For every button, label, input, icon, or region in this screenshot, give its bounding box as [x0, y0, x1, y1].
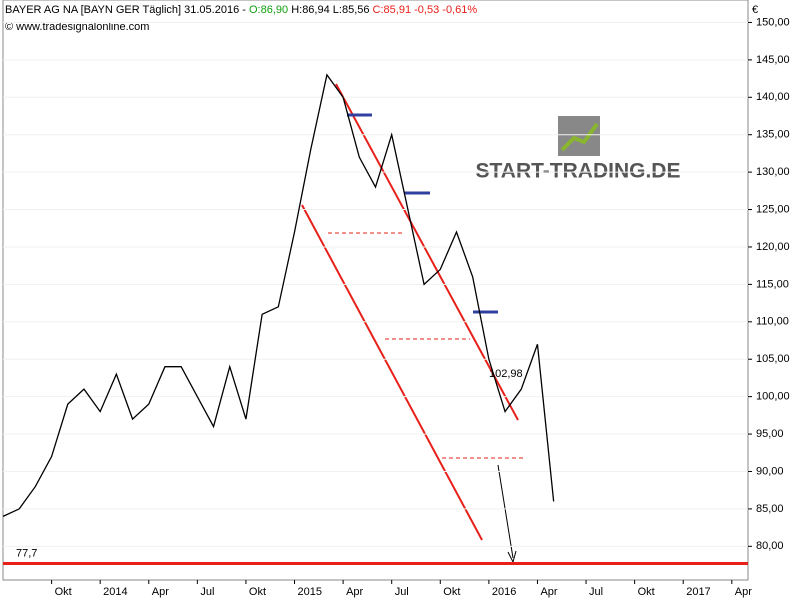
channel-lower	[301, 204, 483, 541]
change: -0,53	[414, 4, 439, 16]
x-tick-label: 2015	[298, 586, 322, 598]
highs	[347, 113, 498, 314]
x-tick-label: Apr	[540, 586, 557, 598]
logo: START-TRADING.DE	[476, 116, 681, 183]
x-tick-label: Apr	[735, 586, 752, 598]
x-tick-label: Okt	[443, 586, 460, 598]
change-pct: -0,61%	[442, 4, 477, 16]
x-tick-label: Jul	[200, 586, 214, 598]
y-tick-label: 90,00	[756, 465, 784, 477]
y-tick-label: 145,00	[756, 54, 790, 66]
date: 31.05.2016 -	[184, 4, 246, 16]
channel	[301, 83, 519, 541]
x-tick-label: 2016	[492, 586, 516, 598]
high: H:86,94	[291, 4, 330, 16]
x-tick-label: 2014	[103, 586, 127, 598]
x-tick-label: Apr	[346, 586, 363, 598]
x-tick-label: Okt	[55, 586, 72, 598]
y-tick-label: 130,00	[756, 166, 790, 178]
arrow-head	[507, 550, 517, 564]
dashed-levels	[328, 232, 524, 459]
y-tick-label: 125,00	[756, 203, 790, 215]
x-tick-label: Jul	[395, 586, 409, 598]
y-tick-label: 150,00	[756, 16, 790, 28]
logo-line	[560, 122, 599, 152]
close: C:85,91	[373, 4, 412, 16]
channel-upper	[335, 83, 519, 421]
x-tick-label: Okt	[249, 586, 266, 598]
y-tick-label: 95,00	[756, 428, 784, 440]
low: L:85,56	[333, 4, 370, 16]
x-tick-label: Okt	[638, 586, 655, 598]
y-tick-label: 140,00	[756, 91, 790, 103]
x-tick-label: 2017	[686, 586, 710, 598]
y-tick-label: 135,00	[756, 129, 790, 141]
x-tick-label: Apr	[152, 586, 169, 598]
x-tick-label: Jul	[589, 586, 603, 598]
open: O:86,90	[249, 4, 288, 16]
price-line	[2, 73, 555, 517]
y-tick-label: 85,00	[756, 503, 784, 515]
header-instrument: BAYER AG NA [BAYN GER Täglich] 31.05.201…	[5, 4, 477, 16]
currency: €	[752, 4, 758, 16]
y-tick-label: 120,00	[756, 241, 790, 253]
y-tick-label: 100,00	[756, 391, 790, 403]
plot-area	[2, 0, 749, 581]
watermark: START-TRADING.DE	[476, 160, 681, 183]
y-tick-label: 105,00	[756, 353, 790, 365]
support-label: 77,7	[16, 547, 37, 559]
y-tick-label: 115,00	[756, 278, 789, 290]
y-tick-label: 80,00	[756, 540, 784, 552]
forecast-arrow	[497, 464, 514, 559]
instrument: BAYER AG NA [BAYN GER Täglich]	[5, 4, 181, 16]
source: © www.tradesignalonline.com	[5, 21, 149, 33]
y-tick-label: 110,00	[756, 316, 789, 328]
level-label: 102,98	[489, 368, 523, 380]
